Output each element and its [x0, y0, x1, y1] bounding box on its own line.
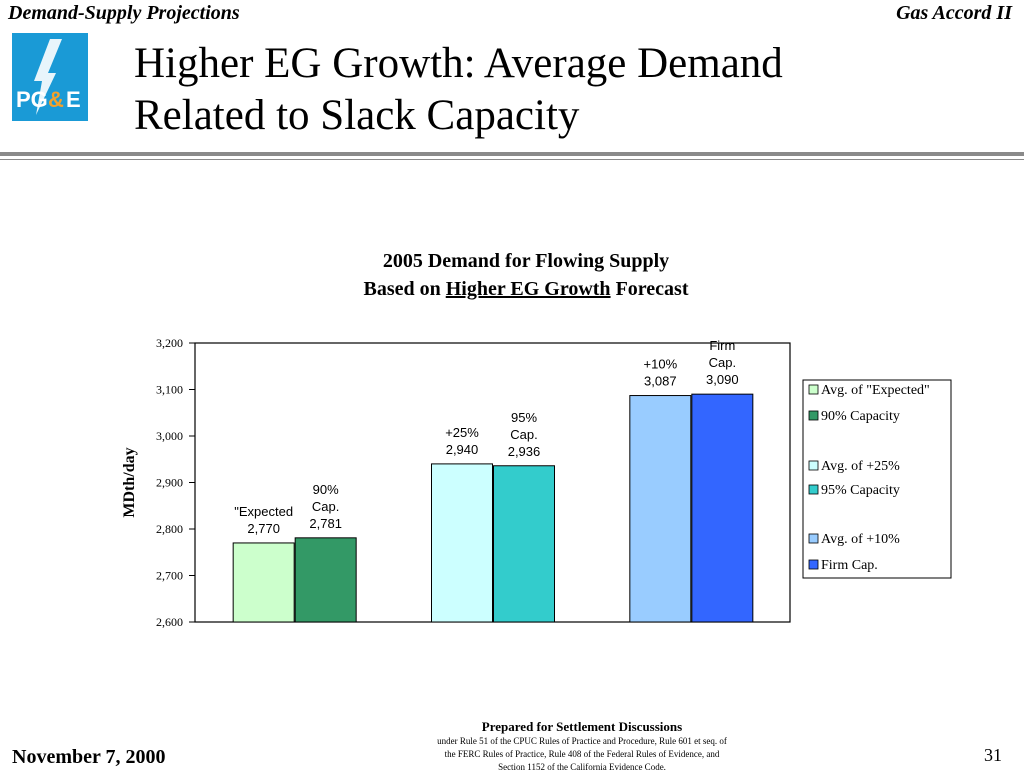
y-axis-label: MDth/day	[121, 447, 138, 517]
bar-data-label: +10%	[644, 357, 678, 372]
page-number: 31	[984, 745, 1002, 765]
legend-label: Avg. of +10%	[821, 532, 900, 547]
legend-box	[802, 379, 952, 579]
svg-text:E: E	[66, 87, 81, 112]
bar-data-label: 2,940	[446, 442, 479, 457]
title-divider-thin	[0, 159, 1024, 160]
legend-label: Firm Cap.	[821, 558, 878, 573]
y-tick-label: 2,900	[156, 476, 183, 490]
svg-text:&: &	[48, 87, 64, 112]
bar-data-label: +25%	[445, 425, 479, 440]
bar-data-label: 2,770	[247, 521, 280, 536]
bar	[629, 395, 692, 623]
bar-data-label: Cap.	[709, 355, 736, 370]
y-tick-label: 2,600	[156, 615, 183, 629]
legend-swatch	[808, 384, 819, 395]
bar	[431, 463, 493, 623]
slide-title: Higher EG Growth: Average Demand Related…	[134, 38, 783, 142]
bar	[232, 542, 295, 623]
chart-title-suffix: Forecast	[610, 278, 689, 300]
notice-title: Prepared for Settlement Discussions	[481, 719, 683, 734]
pge-logo: PG & E	[12, 33, 88, 121]
bar-data-label: Cap.	[510, 427, 537, 442]
y-tick-label: 2,800	[156, 522, 183, 536]
y-tick-label: 3,000	[156, 429, 183, 443]
settlement-notice: Prepared for Settlement Discussions unde…	[392, 719, 772, 774]
bar-data-label: 2,781	[309, 516, 342, 531]
y-tick-label: 2,700	[156, 569, 183, 583]
header-left-title: Demand-Supply Projections	[8, 2, 240, 24]
bar-data-label: 3,090	[706, 372, 739, 387]
legend-label: 90% Capacity	[821, 409, 900, 424]
chart-title: 2005 Demand for Flowing Supply Based on …	[300, 247, 752, 303]
bar-data-label: 90%	[313, 482, 339, 497]
bar-chart: 2,600 2,700 2,800 2,900 3,000 3,100 3,200 MDth/…	[121, 336, 952, 629]
bar	[294, 537, 357, 623]
legend-swatch	[808, 559, 819, 570]
notice-line3: Section 1152 of the California Evidence …	[498, 762, 666, 772]
chart-title-line2: Based on Higher EG Growth Forecast	[300, 275, 752, 303]
slide-title-line1: Higher EG Growth: Average Demand	[134, 40, 783, 87]
bar-data-label: "Expected	[234, 504, 293, 519]
bar-data-label: Cap.	[312, 499, 339, 514]
legend-label: 95% Capacity	[821, 483, 900, 498]
chart-title-underlined: Higher EG Growth	[445, 278, 611, 300]
slide-title-line2: Related to Slack Capacity	[134, 92, 580, 139]
title-divider-thick	[0, 152, 1024, 156]
legend-label: Avg. of +25%	[821, 459, 900, 474]
legend-swatch	[808, 484, 819, 495]
chart-title-prefix: Based on	[363, 278, 446, 300]
svg-text:PG: PG	[16, 87, 48, 112]
header-right-title: Gas Accord II	[896, 2, 1012, 24]
footer-date: November 7, 2000	[12, 746, 166, 768]
bar-data-label: Firm	[709, 338, 735, 353]
legend-swatch	[808, 460, 819, 471]
chart-title-line1: 2005 Demand for Flowing Supply	[382, 250, 670, 272]
bar-data-label: 3,087	[644, 374, 677, 389]
y-tick-label: 3,100	[156, 383, 183, 397]
legend-swatch	[808, 410, 819, 421]
bar-data-label: 95%	[511, 410, 537, 425]
bar	[691, 393, 754, 623]
notice-line1: under Rule 51 of the CPUC Rules of Pract…	[437, 736, 727, 746]
legend-label: Avg. of "Expected"	[821, 383, 930, 398]
y-tick-label: 3,200	[156, 336, 183, 350]
bar	[493, 465, 555, 623]
notice-line2: the FERC Rules of Practice, Rule 408 of …	[444, 749, 720, 759]
legend-swatch	[808, 533, 819, 544]
bar-data-label: 2,936	[508, 444, 541, 459]
